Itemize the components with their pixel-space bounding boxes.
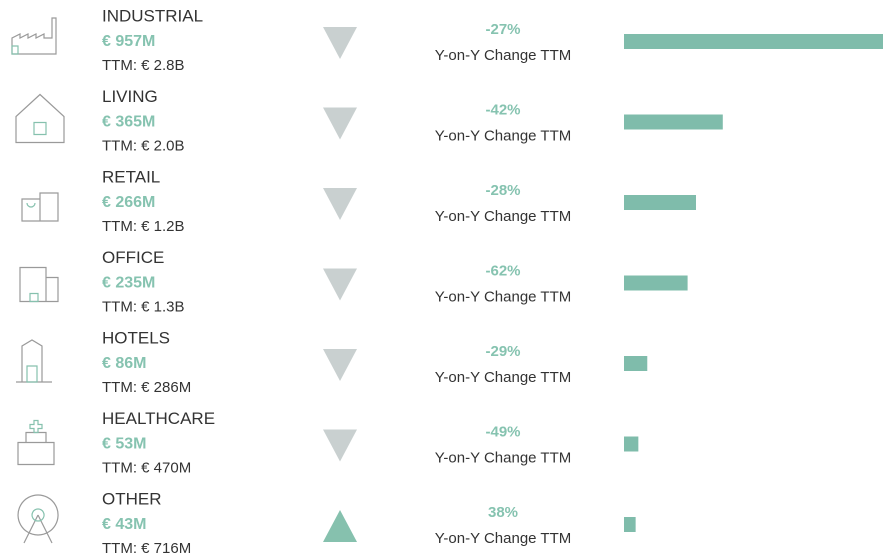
sector-value: € 235M (102, 275, 155, 292)
change-direction (323, 510, 357, 542)
sector-row: RETAIL € 266M TTM: € 1.2B -28% Y-on-Y Change… (21, 167, 696, 235)
change-caption: Y-on-Y Change TTM (435, 449, 571, 466)
icon-outline (15, 93, 65, 144)
sector-row: INDUSTRIAL € 957M TTM: € 2.8B -27% Y-on-Y Ch… (11, 6, 883, 74)
sector-name: OFFICE (102, 248, 164, 267)
change-value: -42% (485, 101, 520, 118)
change-caption: Y-on-Y Change TTM (435, 530, 571, 547)
change-value: -62% (485, 262, 520, 279)
change-value: 38% (488, 504, 518, 521)
change-value: -49% (485, 423, 520, 440)
change-caption: Y-on-Y Change TTM (435, 47, 571, 64)
ttm-value: TTM: € 286M (102, 379, 191, 396)
sector-value: € 53M (102, 436, 146, 453)
bar (624, 517, 636, 532)
sector-name: LIVING (102, 87, 158, 106)
sector-icon (17, 419, 55, 466)
icon-outline (17, 494, 59, 544)
ttm-value: TTM: € 716M (102, 540, 191, 557)
change-caption: Y-on-Y Change TTM (435, 127, 571, 144)
ttm-value: TTM: € 470M (102, 459, 191, 476)
sector-name: RETAIL (102, 167, 160, 186)
sector-name: OTHER (102, 489, 162, 508)
icon-detail (31, 508, 45, 522)
sector-icon (15, 93, 65, 144)
sector-icon (11, 17, 57, 55)
icon-detail (26, 365, 38, 383)
change-direction (323, 268, 357, 301)
ttm-value: TTM: € 1.3B (102, 298, 185, 315)
change-caption: Y-on-Y Change TTM (435, 208, 571, 225)
change-direction (323, 429, 357, 462)
ttm-value: TTM: € 2.0B (102, 137, 185, 154)
icon-outline (19, 266, 59, 303)
sector-name: HEALTHCARE (102, 409, 215, 428)
bar (624, 275, 688, 291)
change-direction (323, 107, 357, 140)
bar (624, 195, 696, 210)
ttm-value: TTM: € 1.2B (102, 218, 185, 235)
change-direction (323, 27, 357, 59)
icon-detail (26, 202, 36, 208)
bar (624, 34, 883, 49)
sector-row: OTHER € 43M TTM: € 716M 38% Y-on-Y Change TT… (17, 489, 636, 557)
icon-detail (29, 419, 43, 434)
sector-icon (19, 266, 59, 303)
sector-value: € 266M (102, 194, 155, 211)
sector-value: € 86M (102, 355, 146, 372)
sector-value: € 365M (102, 114, 155, 131)
change-direction (323, 349, 357, 381)
ttm-value: TTM: € 2.8B (102, 57, 185, 74)
sector-row: HOTELS € 86M TTM: € 286M -29% Y-on-Y Change … (16, 328, 648, 396)
sector-row: OFFICE € 235M TTM: € 1.3B -62% Y-on-Y Change… (19, 248, 688, 315)
change-caption: Y-on-Y Change TTM (435, 369, 571, 386)
sector-name: INDUSTRIAL (102, 6, 203, 25)
bar (624, 114, 723, 130)
change-value: -27% (485, 21, 520, 38)
bar (624, 356, 648, 371)
icon-detail (33, 121, 47, 136)
sector-value: € 43M (102, 516, 146, 533)
icon-outline (21, 192, 59, 222)
change-value: -29% (485, 343, 520, 360)
sector-name: HOTELS (102, 328, 170, 347)
sector-row: HEALTHCARE € 53M TTM: € 470M -49% Y-on-Y Cha… (17, 409, 639, 476)
icon-detail (11, 45, 19, 55)
icon-outline (11, 17, 57, 55)
sector-icon (21, 192, 59, 222)
bar (624, 436, 639, 452)
change-direction (323, 188, 357, 220)
sector-value: € 957M (102, 33, 155, 50)
icon-outline (17, 431, 55, 466)
sector-icon (16, 339, 52, 383)
icon-outline (16, 339, 52, 383)
change-caption: Y-on-Y Change TTM (435, 288, 571, 305)
icon-detail (29, 292, 39, 303)
change-value: -28% (485, 182, 520, 199)
sector-row: LIVING € 365M TTM: € 2.0B -42% Y-on-Y Change… (15, 87, 723, 154)
sector-icon (17, 494, 59, 544)
